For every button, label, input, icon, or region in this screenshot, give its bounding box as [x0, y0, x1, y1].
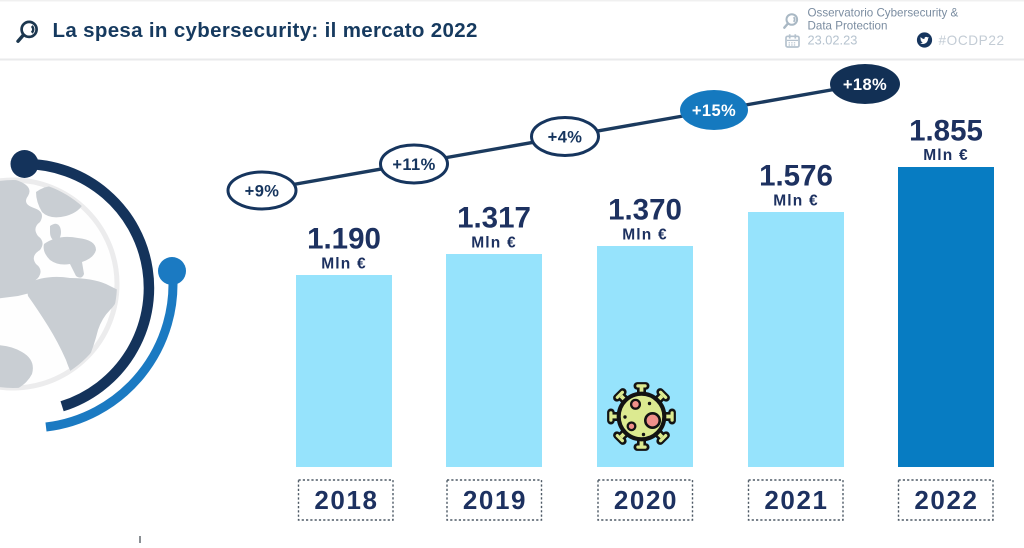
svg-text:Mln €: Mln €	[622, 227, 668, 244]
svg-text:+15%: +15%	[692, 102, 736, 120]
svg-text:+4%: +4%	[548, 129, 583, 147]
svg-text:Data Protection: Data Protection	[808, 20, 888, 33]
svg-text:2020: 2020	[614, 485, 678, 515]
svg-text:Mln €: Mln €	[923, 147, 969, 164]
svg-text:Mln €: Mln €	[321, 256, 367, 273]
svg-text:Osservatorio Cybersecurity &: Osservatorio Cybersecurity &	[808, 7, 959, 20]
svg-text:2022: 2022	[914, 485, 978, 515]
svg-text:1.370: 1.370	[608, 193, 682, 226]
svg-text:1.190: 1.190	[307, 222, 381, 255]
svg-text:23.02.23: 23.02.23	[808, 33, 858, 48]
svg-text:Mln €: Mln €	[773, 193, 819, 210]
svg-text:1.317: 1.317	[457, 201, 531, 234]
svg-text:2018: 2018	[314, 485, 378, 515]
svg-text:1.855: 1.855	[909, 114, 983, 147]
svg-text:+9%: +9%	[245, 183, 280, 201]
svg-text:La spesa in cybersecurity: il: La spesa in cybersecurity: il mercato 20…	[53, 19, 478, 42]
svg-text:+18%: +18%	[843, 76, 887, 94]
svg-text:2019: 2019	[463, 485, 527, 515]
svg-text:Mln €: Mln €	[471, 235, 517, 252]
svg-text:+11%: +11%	[392, 156, 435, 174]
svg-text:#OCDP22: #OCDP22	[939, 33, 1005, 48]
svg-text:1.576: 1.576	[759, 159, 833, 192]
svg-text:2021: 2021	[764, 485, 828, 515]
